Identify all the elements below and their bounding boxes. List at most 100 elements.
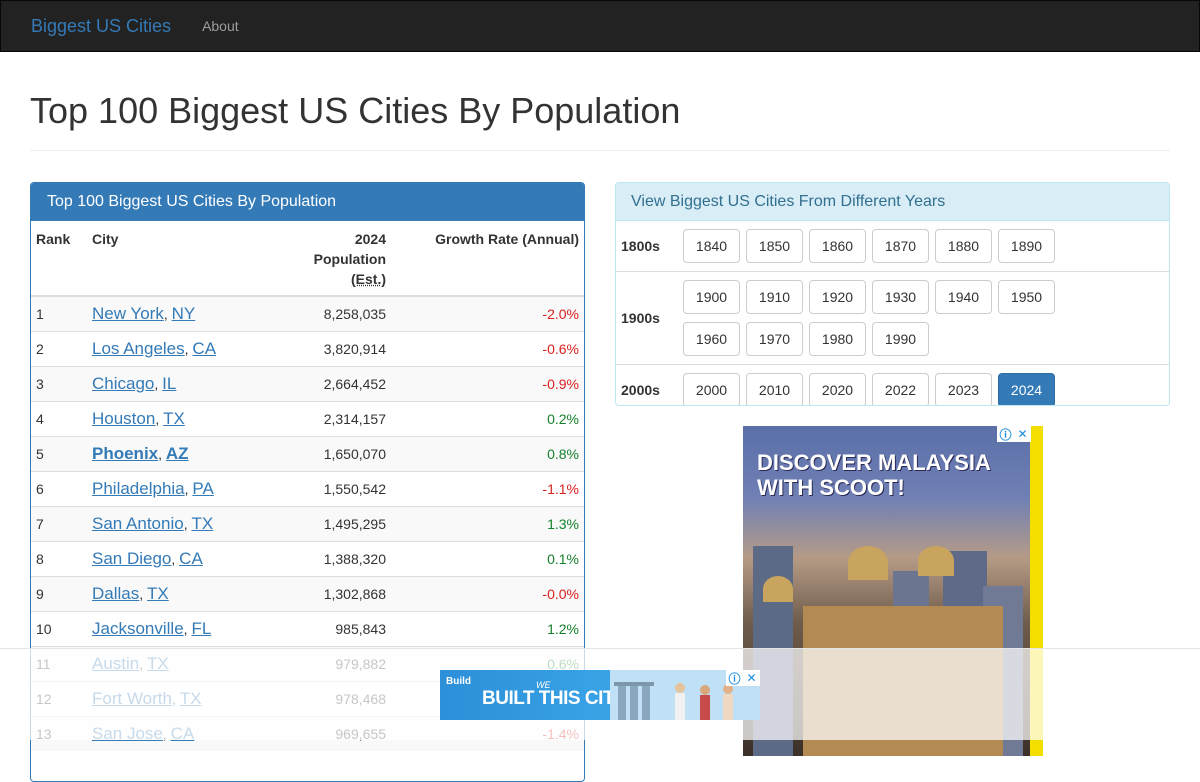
year-button-1910[interactable]: 1910	[746, 280, 803, 314]
growth-cell: 0.1%	[391, 540, 584, 576]
state-link[interactable]: NY	[171, 303, 196, 323]
state-link[interactable]: TX	[163, 408, 185, 428]
year-button-1890[interactable]: 1890	[998, 229, 1055, 263]
population-cell: 1,302,868	[263, 575, 391, 611]
year-button-2020[interactable]: 2020	[809, 373, 866, 405]
city-link[interactable]: Phoenix	[92, 443, 159, 463]
decade-label: 2000s	[621, 382, 660, 398]
population-cell: 1,495,295	[263, 505, 391, 541]
year-button-1900[interactable]: 1900	[683, 280, 740, 314]
table-row: 10 Jacksonville, FL 985,843 1.2%	[31, 610, 584, 646]
page-title: Top 100 Biggest US Cities By Population	[30, 90, 681, 131]
year-button-1960[interactable]: 1960	[683, 322, 740, 356]
growth-column-header[interactable]: Growth Rate (Annual)	[391, 221, 584, 297]
state-link[interactable]: TX	[147, 583, 169, 603]
year-button-1850[interactable]: 1850	[746, 229, 803, 263]
year-button-1860[interactable]: 1860	[809, 229, 866, 263]
table-row: 6 Philadelphia, PA 1,550,542 -1.1%	[31, 470, 584, 506]
year-button-1870[interactable]: 1870	[872, 229, 929, 263]
year-button-2024[interactable]: 2024	[998, 373, 1055, 405]
city-link[interactable]: San Diego	[92, 548, 172, 568]
city-link[interactable]: Chicago	[92, 373, 155, 393]
population-column-header[interactable]: 2024 Population (Est.)	[263, 221, 391, 297]
state-link[interactable]: TX	[191, 513, 214, 533]
city-cell: San Antonio, TX	[87, 505, 263, 541]
rank-cell: 2	[31, 330, 87, 366]
title-divider	[30, 150, 1170, 151]
table-row: 2 Los Angeles, CA 3,820,914 -0.6%	[31, 330, 584, 366]
population-cell: 1,550,542	[263, 470, 391, 506]
year-button-1930[interactable]: 1930	[872, 280, 929, 314]
year-button-1980[interactable]: 1980	[809, 322, 866, 356]
city-link[interactable]: Dallas	[92, 583, 140, 603]
year-button-1940[interactable]: 1940	[935, 280, 992, 314]
ad-headline-line1: DISCOVER MALAYSIA	[757, 450, 991, 475]
city-link[interactable]: Los Angeles	[92, 338, 185, 358]
bottom-banner-ad[interactable]: Build WE BUILT THIS CITY ⓘ ✕	[440, 670, 760, 720]
growth-cell: 0.8%	[391, 435, 584, 471]
rank-column-header[interactable]: Rank	[31, 221, 87, 297]
rank-cell: 1	[31, 295, 87, 331]
years-panel: View Biggest US Cities From Different Ye…	[615, 182, 1170, 406]
city-cell: Houston, TX	[87, 400, 263, 436]
cities-panel-heading: Top 100 Biggest US Cities By Population	[31, 183, 584, 221]
year-button-2010[interactable]: 2010	[746, 373, 803, 405]
city-link[interactable]: San Antonio	[92, 513, 184, 533]
growth-cell: -2.0%	[391, 295, 584, 331]
year-button-1880[interactable]: 1880	[935, 229, 992, 263]
state-link[interactable]: FL	[191, 618, 212, 638]
brand-link[interactable]: Biggest US Cities	[31, 15, 172, 36]
info-icon[interactable]: ⓘ	[997, 426, 1014, 442]
rank-cell: 6	[31, 470, 87, 506]
year-button-group: 2000 2010 2020 2022 2023 2024	[683, 365, 1083, 405]
top-navbar: Biggest US Cities About	[0, 0, 1200, 52]
year-button-2000[interactable]: 2000	[683, 373, 740, 405]
year-button-2023[interactable]: 2023	[935, 373, 992, 405]
year-button-1990[interactable]: 1990	[872, 322, 929, 356]
city-column-header[interactable]: City	[87, 221, 263, 297]
city-cell: Chicago, IL	[87, 365, 263, 401]
city-cell: Jacksonville, FL	[87, 610, 263, 646]
ad-tagline-we: WE	[536, 680, 551, 690]
info-icon[interactable]: ⓘ	[726, 670, 743, 686]
population-header-year: 2024	[354, 231, 386, 247]
rank-cell: 7	[31, 505, 87, 541]
city-cell: New York, NY	[87, 295, 263, 331]
year-button-1920[interactable]: 1920	[809, 280, 866, 314]
rank-cell: 8	[31, 540, 87, 576]
state-link[interactable]: CA	[192, 338, 217, 358]
close-icon[interactable]: ✕	[1014, 426, 1031, 442]
ad-tagline: BUILT THIS CITY	[482, 688, 627, 709]
growth-cell: -0.0%	[391, 575, 584, 611]
rank-cell: 9	[31, 575, 87, 611]
year-button-2022[interactable]: 2022	[872, 373, 929, 405]
city-link[interactable]: New York	[92, 303, 164, 323]
population-cell: 2,314,157	[263, 400, 391, 436]
year-button-1840[interactable]: 1840	[683, 229, 740, 263]
growth-cell: 1.2%	[391, 610, 584, 646]
decades-list: 1800s 1840 1850 1860 1870 1880 1890 1900s 1900 19…	[616, 221, 1169, 405]
year-button-1950[interactable]: 1950	[998, 280, 1055, 314]
year-button-1970[interactable]: 1970	[746, 322, 803, 356]
years-panel-heading: View Biggest US Cities From Different Ye…	[616, 183, 1169, 221]
city-link[interactable]: Philadelphia	[92, 478, 185, 498]
ad-logo: Build	[446, 676, 471, 687]
bottom-ad-controls: ⓘ ✕	[726, 670, 760, 686]
table-row: 8 San Diego, CA 1,388,320 0.1%	[31, 540, 584, 576]
state-link[interactable]: CA	[179, 548, 203, 568]
population-cell: 1,388,320	[263, 540, 391, 576]
year-button-group: 1840 1850 1860 1870 1880 1890	[683, 221, 1083, 271]
city-link[interactable]: Jacksonville	[92, 618, 184, 638]
population-header-est: (Est.)	[351, 271, 386, 287]
state-link[interactable]: IL	[162, 373, 177, 393]
decade-label: 1900s	[621, 310, 660, 326]
state-link[interactable]: AZ	[165, 443, 189, 463]
population-cell: 985,843	[263, 610, 391, 646]
rank-cell: 4	[31, 400, 87, 436]
growth-cell: 1.3%	[391, 505, 584, 541]
city-link[interactable]: Houston	[92, 408, 156, 428]
state-link[interactable]: PA	[192, 478, 214, 498]
nav-about-link[interactable]: About	[202, 18, 239, 34]
table-row: 4 Houston, TX 2,314,157 0.2%	[31, 400, 584, 436]
close-icon[interactable]: ✕	[743, 670, 760, 686]
